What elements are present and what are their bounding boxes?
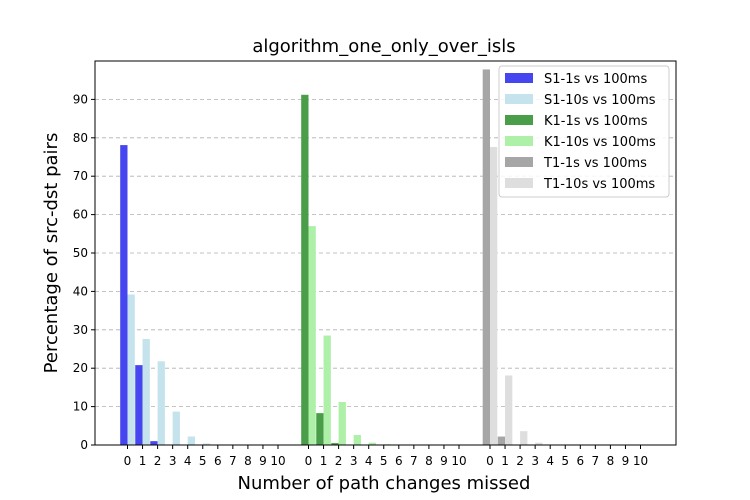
x-tick-label: 3 xyxy=(531,454,539,468)
y-axis-ticks: 0 10 20 30 40 50 60 70 80 90 xyxy=(73,92,95,452)
x-tick-label: 5 xyxy=(199,454,207,468)
x-tick-label: 6 xyxy=(576,454,584,468)
legend-swatch xyxy=(505,115,533,125)
legend-swatch xyxy=(505,73,533,83)
legend-label: T1-1s vs 100ms xyxy=(543,156,647,171)
x-tick-label: 1 xyxy=(501,454,509,468)
chart-title: algorithm_one_only_over_isls xyxy=(252,36,515,57)
x-tick-label: 10 xyxy=(451,454,466,468)
bar-s1-10s-1 xyxy=(142,339,150,445)
x-axis-ticks: 0 1 2 3 4 5 6 7 8 9 10 0 1 2 3 4 5 6 7 8 9 10 0 1 2 3 4 5 6 7 8 9 10 xyxy=(124,445,648,468)
bar-k1-10s-2 xyxy=(338,401,346,445)
x-tick-label: 3 xyxy=(350,454,358,468)
bar-s1-1s-0 xyxy=(120,145,128,445)
y-tick-label: 70 xyxy=(73,169,88,183)
bar-t1-1s-1 xyxy=(497,436,506,445)
x-tick-label: 2 xyxy=(335,454,343,468)
x-tick-label: 0 xyxy=(486,454,494,468)
y-tick-label: 0 xyxy=(80,438,88,452)
x-tick-label: 4 xyxy=(546,454,554,468)
y-tick-label: 90 xyxy=(73,92,88,106)
bar-k1-1s-2 xyxy=(331,443,339,445)
y-tick-label: 40 xyxy=(73,284,88,298)
y-tick-label: 50 xyxy=(73,246,88,260)
x-tick-label: 4 xyxy=(365,454,373,468)
bar-s1-1s-1 xyxy=(135,365,143,445)
y-tick-label: 20 xyxy=(73,361,88,375)
x-tick-label: 5 xyxy=(380,454,388,468)
x-tick-label: 10 xyxy=(633,454,648,468)
bar-t1-10s-3 xyxy=(535,442,543,445)
x-tick-label: 9 xyxy=(440,454,448,468)
x-tick-label: 0 xyxy=(124,454,132,468)
y-tick-label: 10 xyxy=(73,400,88,414)
bars xyxy=(120,69,558,446)
bar-t1-1s-0 xyxy=(482,69,490,445)
legend-swatch xyxy=(505,136,533,146)
x-tick-label: 5 xyxy=(561,454,569,468)
x-tick-label: 7 xyxy=(229,454,237,468)
legend-label: S1-10s vs 100ms xyxy=(544,93,656,108)
bar-s1-1s-2 xyxy=(150,441,158,445)
x-axis-title: Number of path changes missed xyxy=(238,473,531,494)
x-tick-label: 6 xyxy=(395,454,403,468)
bar-t1-10s-0 xyxy=(490,147,498,446)
bar-k1-10s-3 xyxy=(353,435,361,445)
bar-s1-10s-2 xyxy=(157,361,165,445)
bar-s1-10s-3 xyxy=(172,411,180,445)
legend-label: K1-10s vs 100ms xyxy=(544,135,656,150)
x-tick-label: 8 xyxy=(425,454,433,468)
y-axis-title: Percentage of src-dst pairs xyxy=(41,133,62,374)
bar-t1-10s-1 xyxy=(505,375,513,445)
bar-k1-10s-0 xyxy=(308,226,316,445)
x-tick-label: 8 xyxy=(607,454,615,468)
x-tick-label: 9 xyxy=(622,454,630,468)
x-tick-label: 2 xyxy=(516,454,524,468)
bar-s1-10s-0 xyxy=(127,294,135,445)
bar-k1-1s-1 xyxy=(316,413,324,445)
x-tick-label: 8 xyxy=(244,454,252,468)
y-tick-label: 60 xyxy=(73,208,88,222)
x-tick-label: 3 xyxy=(169,454,177,468)
x-tick-label: 0 xyxy=(305,454,313,468)
y-tick-label: 30 xyxy=(73,323,88,337)
x-tick-label: 1 xyxy=(320,454,328,468)
x-tick-label: 9 xyxy=(259,454,267,468)
legend: S1-1s vs 100ms S1-10s vs 100ms K1-1s vs 10… xyxy=(498,65,670,198)
bar-k1-1s-0 xyxy=(301,94,309,446)
x-tick-label: 1 xyxy=(139,454,147,468)
legend-swatch xyxy=(505,157,533,167)
bar-s1-10s-5 xyxy=(202,443,211,445)
legend-swatch xyxy=(505,94,533,104)
legend-swatch xyxy=(505,178,533,188)
x-tick-label: 4 xyxy=(184,454,192,468)
x-tick-label: 10 xyxy=(270,454,285,468)
bar-k1-10s-4 xyxy=(368,442,376,445)
legend-box xyxy=(498,65,670,198)
legend-label: S1-1s vs 100ms xyxy=(544,72,647,87)
x-tick-label: 6 xyxy=(214,454,222,468)
legend-label: K1-1s vs 100ms xyxy=(544,114,648,129)
legend-label: T1-10s vs 100ms xyxy=(543,177,655,192)
bar-s1-10s-4 xyxy=(187,436,195,445)
x-tick-label: 2 xyxy=(154,454,162,468)
y-tick-label: 80 xyxy=(73,131,88,145)
x-tick-label: 7 xyxy=(592,454,600,468)
bar-k1-10s-1 xyxy=(323,335,331,445)
x-tick-label: 7 xyxy=(410,454,418,468)
bar-t1-10s-2 xyxy=(520,431,528,445)
